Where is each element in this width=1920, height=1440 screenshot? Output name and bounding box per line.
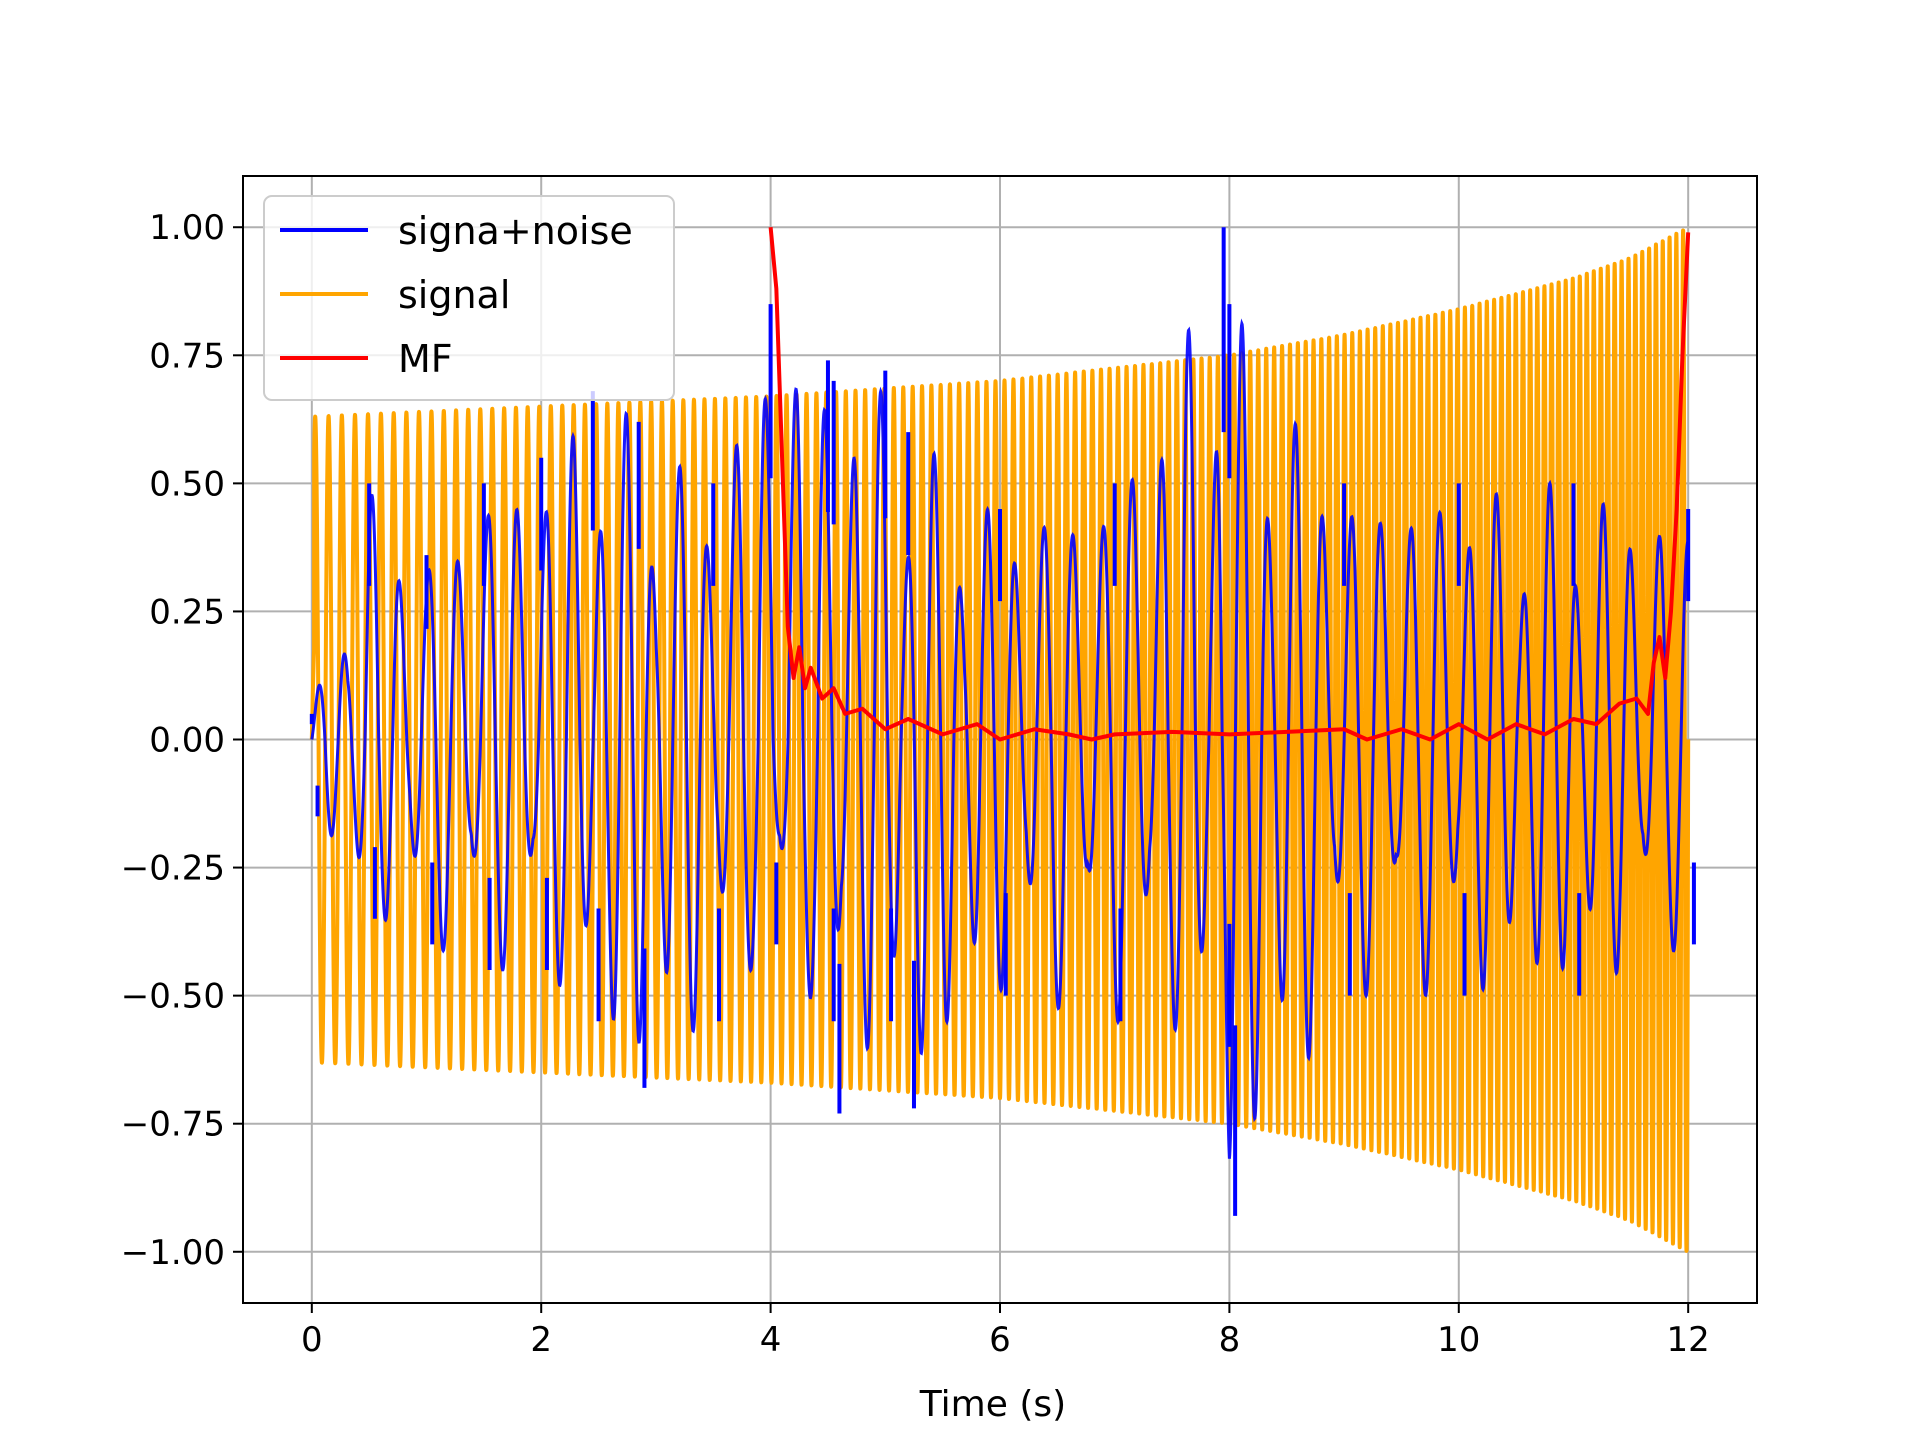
legend: signa+noise signal MF [263,195,675,401]
y-tick-label: 1.00 [149,208,225,248]
x-tick-label: 6 [989,1320,1011,1360]
x-tick-label: 8 [1219,1320,1241,1360]
x-axis-title: Time (s) [919,1384,1066,1425]
y-tick-label: −0.75 [121,1105,225,1145]
x-tick-label: 4 [760,1320,782,1360]
legend-label-signal-noise: signa+noise [398,209,633,253]
legend-label-mf: MF [398,337,453,381]
x-tick-label: 2 [530,1320,552,1360]
x-tick-label: 0 [301,1320,323,1360]
signal-noise-line [310,318,1690,1159]
y-axis-ticks: 1.00 0.75 0.50 0.25 0.00 −0.25 −0.50 −0.75 −1.00 [121,208,243,1273]
y-tick-label: 0.00 [149,721,225,761]
mf-line [768,227,1691,742]
y-tick-label: 0.25 [149,592,225,632]
signal-noise-series [309,227,1696,1216]
y-tick-label: −1.00 [121,1233,225,1273]
x-tick-label: 10 [1437,1320,1480,1360]
legend-box [263,195,675,401]
y-tick-label: −0.25 [121,849,225,889]
x-axis-ticks: 0 2 4 6 8 10 12 [301,1303,1710,1360]
y-tick-label: 0.50 [149,464,225,504]
legend-label-signal: signal [398,273,510,317]
y-tick-label: −0.50 [121,977,225,1017]
mf-series [768,227,1691,742]
x-tick-label: 12 [1667,1320,1710,1360]
y-tick-label: 0.75 [149,336,225,376]
